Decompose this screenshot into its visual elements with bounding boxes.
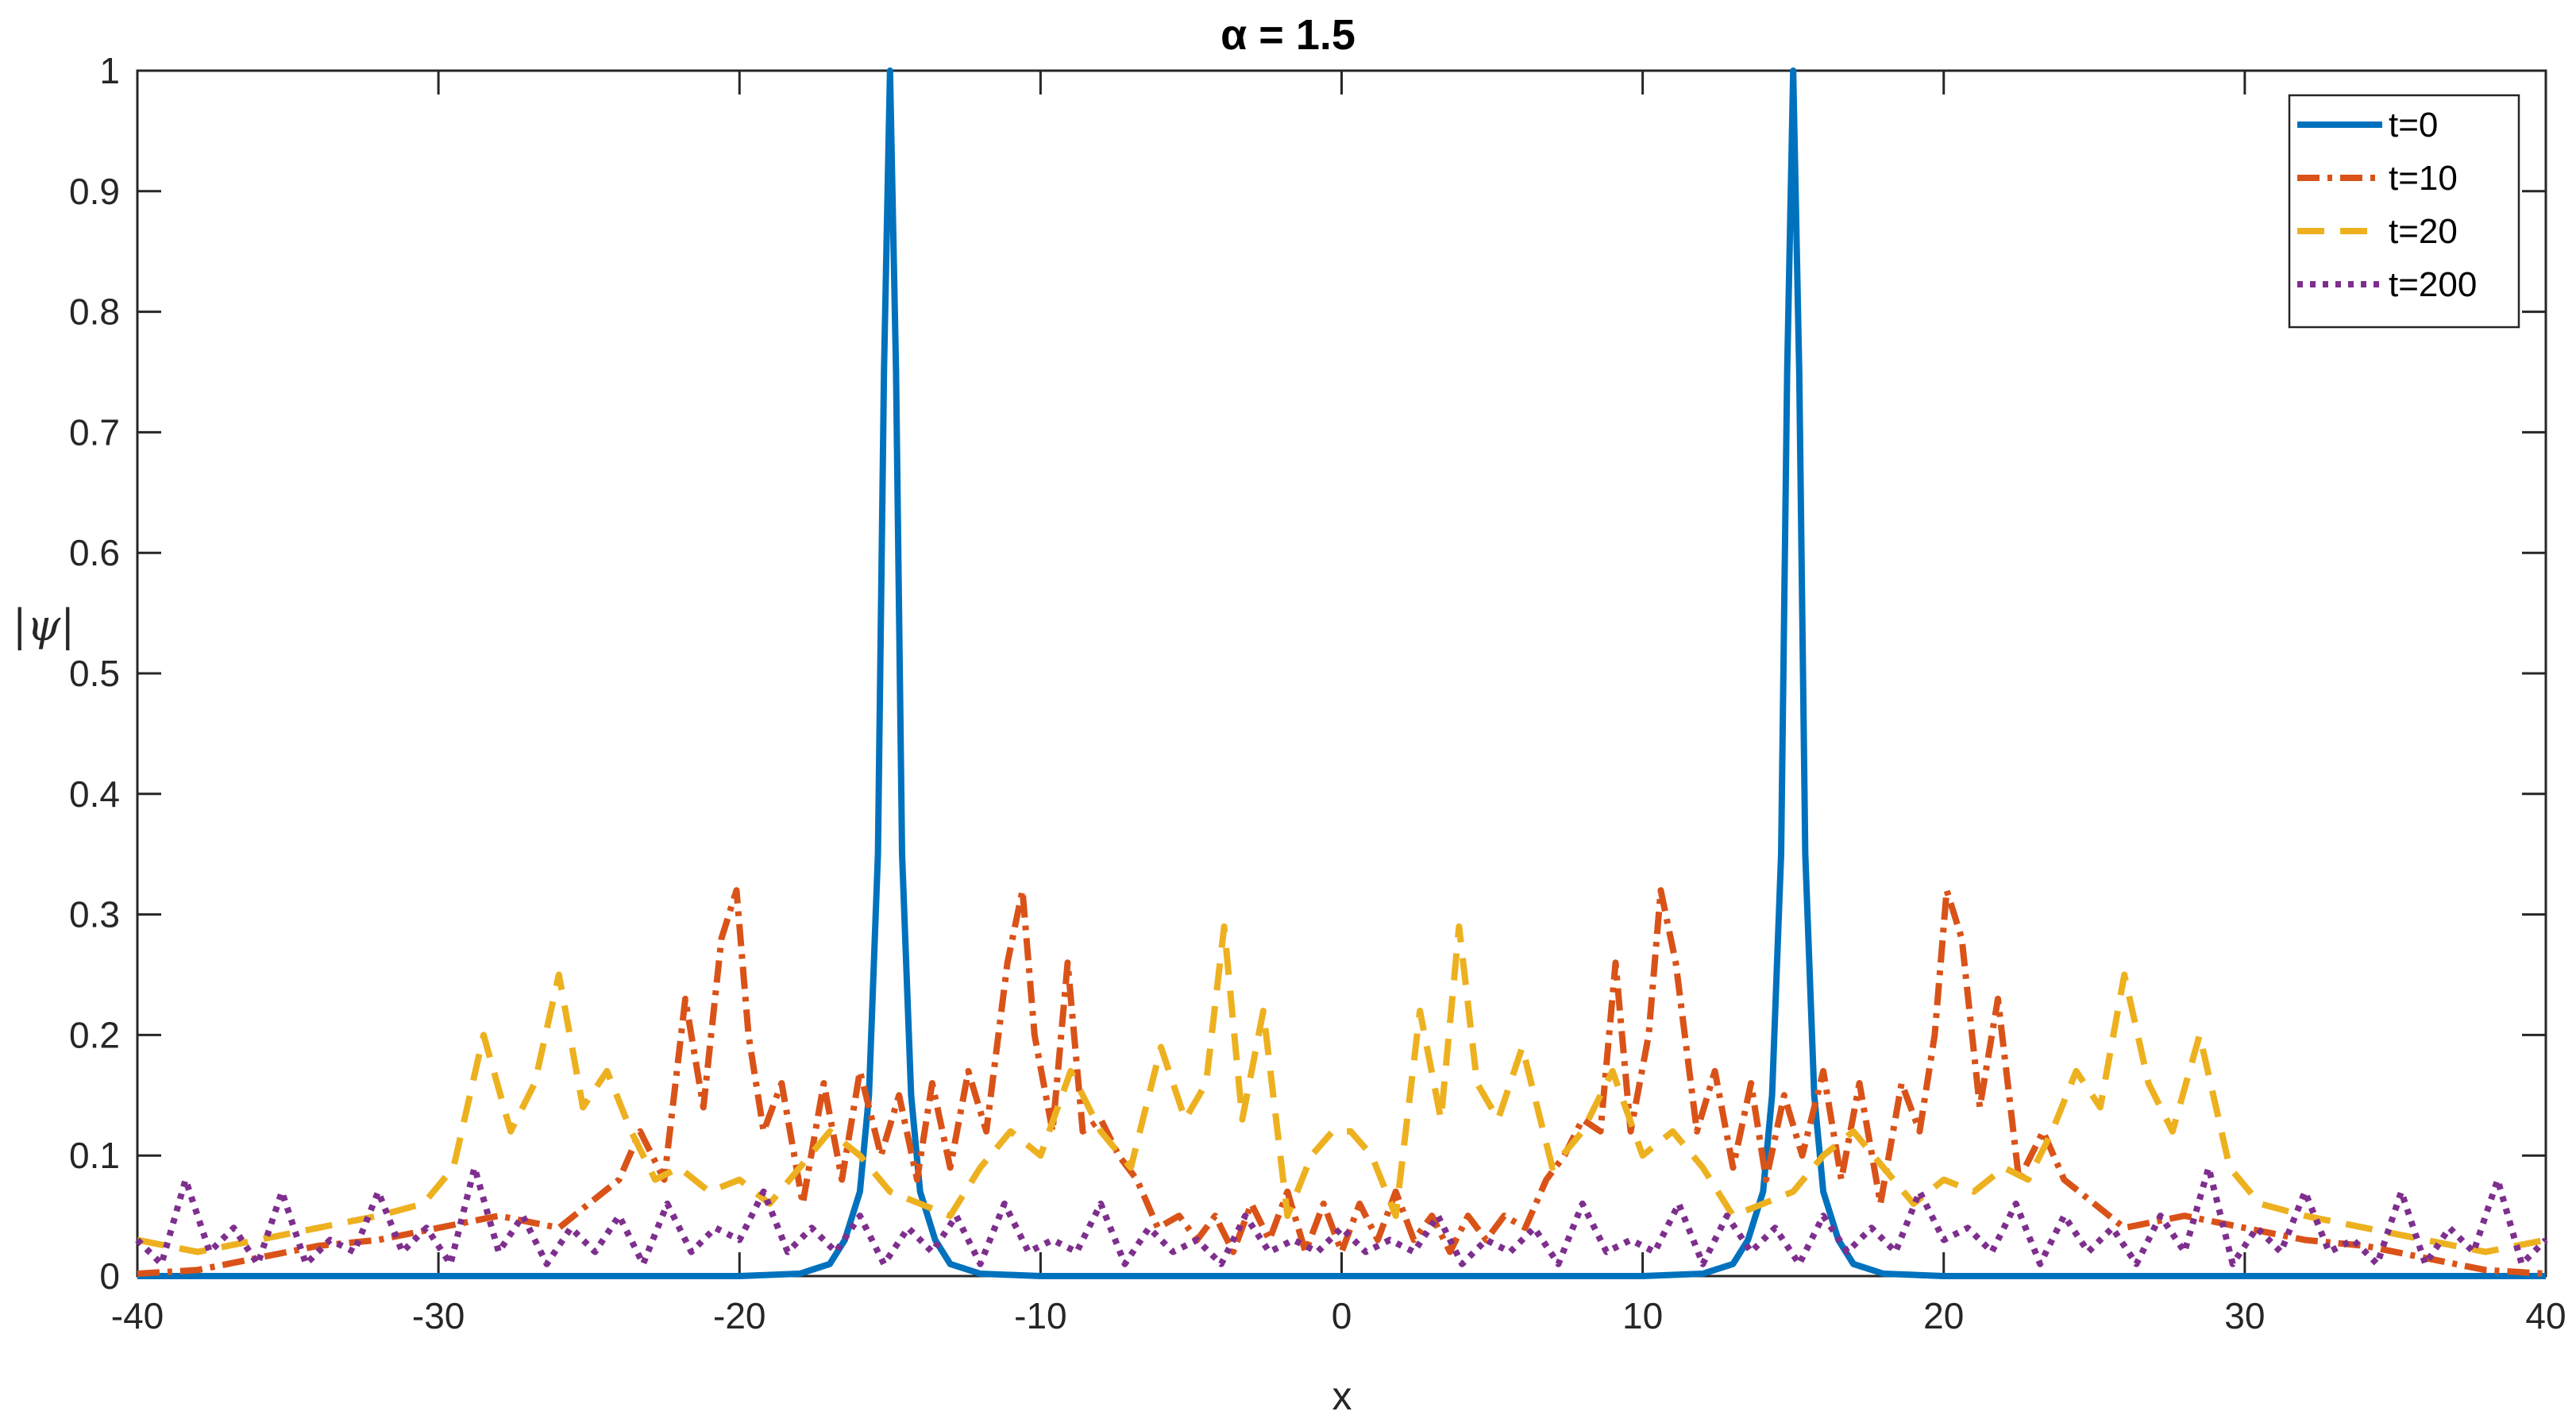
- x-tick-label: -10: [1014, 1295, 1066, 1336]
- y-tick-label: 0.6: [69, 532, 120, 573]
- chart-title: α = 1.5: [1221, 11, 1355, 59]
- y-axis-label: |ψ|: [13, 600, 75, 650]
- x-tick-label: 20: [1923, 1295, 1964, 1336]
- series-line-t-20: [137, 923, 2547, 1255]
- y-tick-label: 0.9: [69, 171, 120, 212]
- legend-box: [2288, 94, 2520, 329]
- legend-label: t=200: [2389, 265, 2477, 304]
- x-tick-label: 40: [2525, 1295, 2566, 1336]
- legend-label: t=0: [2389, 106, 2438, 145]
- x-tick-label: 30: [2224, 1295, 2265, 1336]
- y-tick-label: 0.1: [69, 1135, 120, 1176]
- y-tick-labels: 0 0.1 0.2 0.3 0.4 0.5 0.6 0.7 0.8 0.9 1: [69, 50, 120, 1297]
- y-tick-label: 0.3: [69, 894, 120, 935]
- legend-label: t=10: [2389, 159, 2458, 198]
- y-tick-label: 0.2: [69, 1014, 120, 1055]
- y-tick-label: 0: [99, 1255, 120, 1297]
- y-tick-label: 0.4: [69, 773, 120, 815]
- legend: t=0 t=10 t=20 t=200: [2288, 94, 2520, 329]
- series-layer: [135, 67, 2548, 1279]
- x-tick-label: -40: [111, 1295, 164, 1336]
- series-line-t-10: [137, 887, 2547, 1277]
- y-tick-label: 0.8: [69, 291, 120, 333]
- x-axis-label: x: [1332, 1374, 1352, 1418]
- legend-label: t=20: [2389, 212, 2458, 251]
- x-tick-label: 10: [1622, 1295, 1663, 1336]
- x-tick-label: -20: [713, 1295, 765, 1336]
- x-tick-labels: -40 -30 -20 -10 0 10 20 30 40: [111, 1295, 2566, 1336]
- y-tick-label: 0.5: [69, 653, 120, 694]
- y-tick-label: 1: [99, 50, 120, 91]
- y-tick-label: 0.7: [69, 411, 120, 453]
- x-tick-label: -30: [412, 1295, 465, 1336]
- x-tick-label: 0: [1332, 1295, 1352, 1336]
